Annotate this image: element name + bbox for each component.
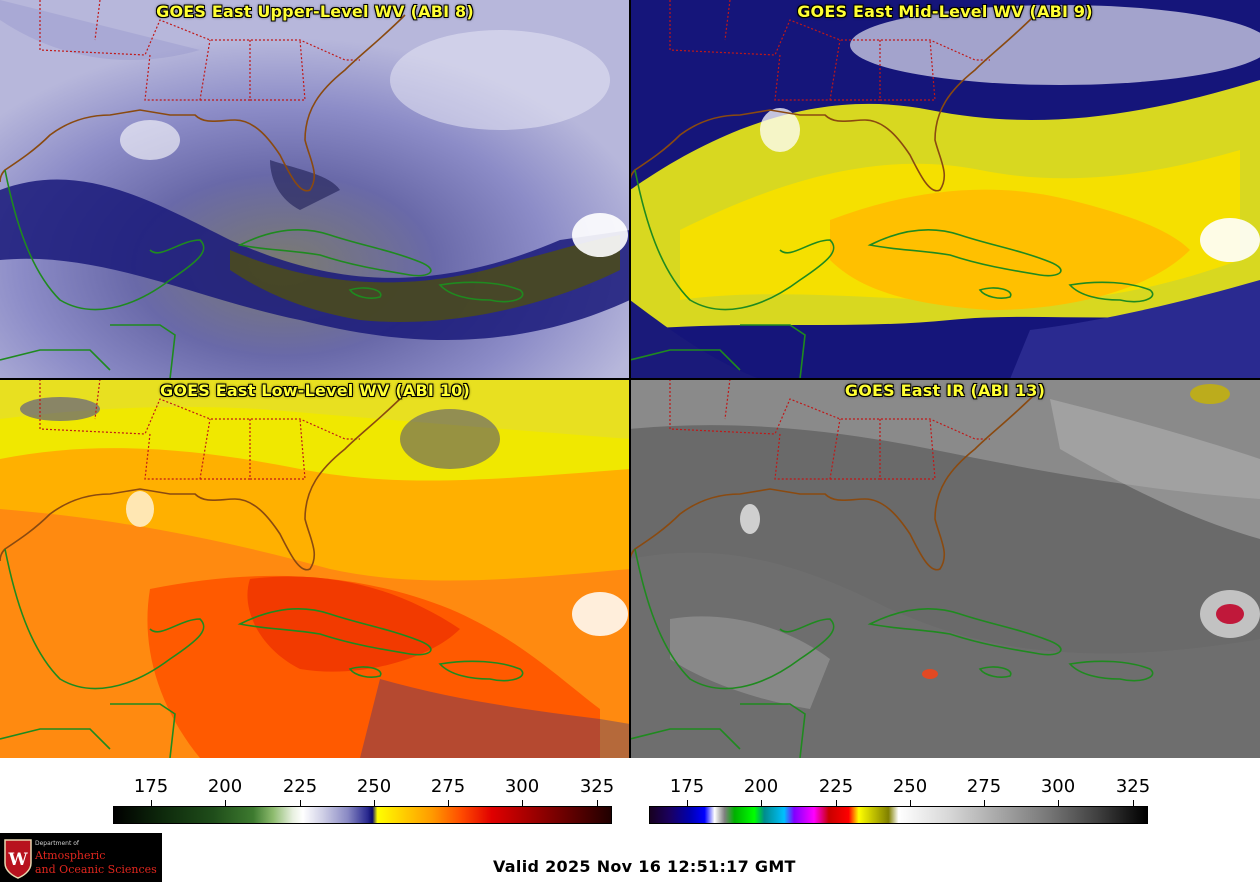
wv-colorbar-ticks xyxy=(113,800,612,806)
wv-tick-label: 175 xyxy=(133,776,169,797)
ir-panel: GOES East IR (ABI 13) xyxy=(630,379,1260,758)
low-level-wv-title: GOES East Low-Level WV (ABI 10) xyxy=(159,381,470,400)
ir-colorbar-tick-labels: 175 200 225 250 275 300 325 xyxy=(649,776,1151,800)
wv-tick-label: 325 xyxy=(579,776,615,797)
upper-level-wv-title: GOES East Upper-Level WV (ABI 8) xyxy=(156,2,474,21)
ir-colorbar-ticks xyxy=(649,800,1148,806)
upper-level-wv-image xyxy=(0,0,630,379)
mid-level-wv-title: GOES East Mid-Level WV (ABI 9) xyxy=(797,2,1093,21)
water-vapor-colorbar xyxy=(113,806,612,824)
uw-crest-icon: W xyxy=(4,839,32,879)
ir-image xyxy=(630,379,1260,758)
upper-level-wv-panel: GOES East Upper-Level WV (ABI 8) xyxy=(0,0,630,379)
wv-colorbar-tick-labels: 175 200 225 250 275 300 325 xyxy=(113,776,615,800)
low-level-wv-panel: GOES East Low-Level WV (ABI 10) xyxy=(0,379,630,758)
panel-divider-horizontal xyxy=(0,378,1260,380)
wv-tick-label: 275 xyxy=(430,776,466,797)
valid-time-label: Valid 2025 Nov 16 12:51:17 GMT xyxy=(493,857,796,876)
ir-tick-label: 200 xyxy=(743,776,779,797)
ir-tick-label: 325 xyxy=(1115,776,1151,797)
logo-line-1: Atmospheric xyxy=(35,849,106,862)
wv-tick-label: 200 xyxy=(207,776,243,797)
mid-level-wv-image xyxy=(630,0,1260,379)
ir-tick-label: 225 xyxy=(818,776,854,797)
svg-text:W: W xyxy=(7,850,28,870)
mid-level-wv-panel: GOES East Mid-Level WV (ABI 9) xyxy=(630,0,1260,379)
ir-tick-label: 300 xyxy=(1040,776,1076,797)
low-level-wv-image xyxy=(0,379,630,758)
logo-dept-text: Department of xyxy=(35,840,79,847)
wv-tick-label: 225 xyxy=(282,776,318,797)
ir-tick-label: 175 xyxy=(669,776,705,797)
aos-logo[interactable]: W Department of Atmospheric and Oceanic … xyxy=(0,833,162,882)
infrared-colorbar xyxy=(649,806,1148,824)
wv-tick-label: 300 xyxy=(504,776,540,797)
ir-tick-label: 275 xyxy=(966,776,1002,797)
ir-title: GOES East IR (ABI 13) xyxy=(844,381,1046,400)
colorbar-area: 175 200 225 250 275 300 325 175 200 225 … xyxy=(0,758,1260,882)
logo-line-2: and Oceanic Sciences xyxy=(35,863,157,876)
wv-tick-label: 250 xyxy=(356,776,392,797)
ir-tick-label: 250 xyxy=(892,776,928,797)
